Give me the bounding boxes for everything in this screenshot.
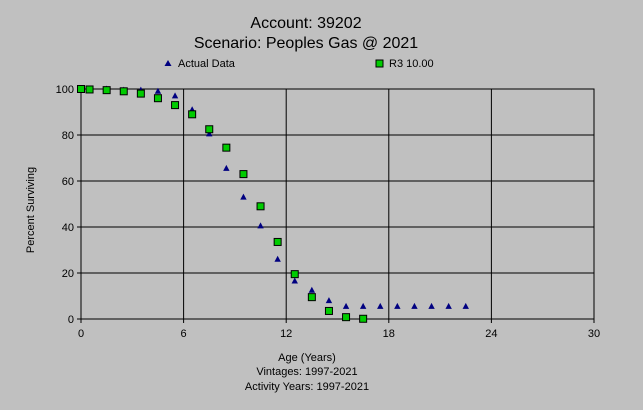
actual-data-point xyxy=(325,297,333,304)
plot-area: 0 6 12 18 24 30 0 20 40 60 80 100 xyxy=(56,84,600,340)
series-r3 xyxy=(77,85,368,323)
y-axis-ticks: 0 20 40 60 80 100 xyxy=(56,84,81,326)
y-tick-label: 60 xyxy=(62,176,74,188)
r3-data-point xyxy=(102,86,111,95)
x-tick-label: 6 xyxy=(181,328,187,340)
x-tick-label: 30 xyxy=(588,328,600,340)
x-tick-label: 24 xyxy=(485,328,497,340)
actual-data-point xyxy=(428,302,435,309)
actual-data-point xyxy=(342,302,350,309)
actual-data-point xyxy=(462,302,469,309)
y-tick-label: 20 xyxy=(62,268,74,280)
actual-data-point xyxy=(223,164,230,171)
y-tick-label: 80 xyxy=(62,130,74,142)
actual-data-point xyxy=(394,302,401,309)
actual-data-point xyxy=(445,302,452,309)
actual-data-point xyxy=(257,222,264,229)
r3-data-point xyxy=(324,306,333,315)
r3-data-point xyxy=(188,110,197,119)
footer-activity-years: Activity Years: 1997-2021 xyxy=(245,381,369,393)
x-axis-label: Age (Years) xyxy=(278,352,336,364)
y-tick-label: 40 xyxy=(62,222,74,234)
r3-data-point xyxy=(205,125,214,134)
actual-data-point xyxy=(359,302,367,309)
y-axis-label: Percent Surviving xyxy=(25,167,37,253)
r3-data-point xyxy=(136,89,145,98)
actual-data-point xyxy=(154,87,162,94)
y-tick-label: 100 xyxy=(56,84,74,96)
x-tick-label: 18 xyxy=(383,328,395,340)
actual-data-point xyxy=(411,302,418,309)
legend-label-r3: R3 10.00 xyxy=(389,58,434,70)
r3-data-point xyxy=(359,314,368,323)
actual-data-point xyxy=(377,302,384,309)
legend-marker-actual xyxy=(164,60,172,66)
r3-data-point xyxy=(153,94,162,103)
series-actual-data xyxy=(77,85,469,309)
actual-data-point xyxy=(206,130,213,137)
grid xyxy=(80,88,595,320)
r3-data-point xyxy=(171,101,180,110)
r3-data-point xyxy=(85,85,94,94)
r3-data-point xyxy=(119,87,128,96)
x-tick-label: 0 xyxy=(78,328,84,340)
x-tick-label: 12 xyxy=(280,328,292,340)
actual-data-point xyxy=(291,277,298,284)
legend-label-actual: Actual Data xyxy=(178,58,236,70)
r3-data-point xyxy=(77,85,85,93)
actual-data-point xyxy=(308,286,316,293)
r3-data-point xyxy=(239,170,248,179)
r3-data-point xyxy=(290,270,299,279)
actual-data-point xyxy=(171,92,179,99)
legend-marker-r3 xyxy=(375,59,384,68)
r3-data-point xyxy=(307,293,316,302)
y-tick-label: 0 xyxy=(68,314,74,326)
r3-data-point xyxy=(256,202,265,211)
actual-data-point xyxy=(274,255,281,262)
chart-subtitle: Scenario: Peoples Gas @ 2021 xyxy=(194,35,418,52)
actual-data-point xyxy=(240,193,247,200)
r3-data-point xyxy=(342,313,351,322)
r3-data-point xyxy=(222,143,231,152)
r3-data-point xyxy=(273,237,282,246)
x-axis-ticks: 0 6 12 18 24 30 xyxy=(78,319,600,340)
plot-frame xyxy=(80,88,595,320)
legend: Actual Data R3 10.00 xyxy=(164,58,434,70)
footer-vintages: Vintages: 1997-2021 xyxy=(256,366,357,378)
chart-title: Account: 39202 xyxy=(250,15,361,32)
